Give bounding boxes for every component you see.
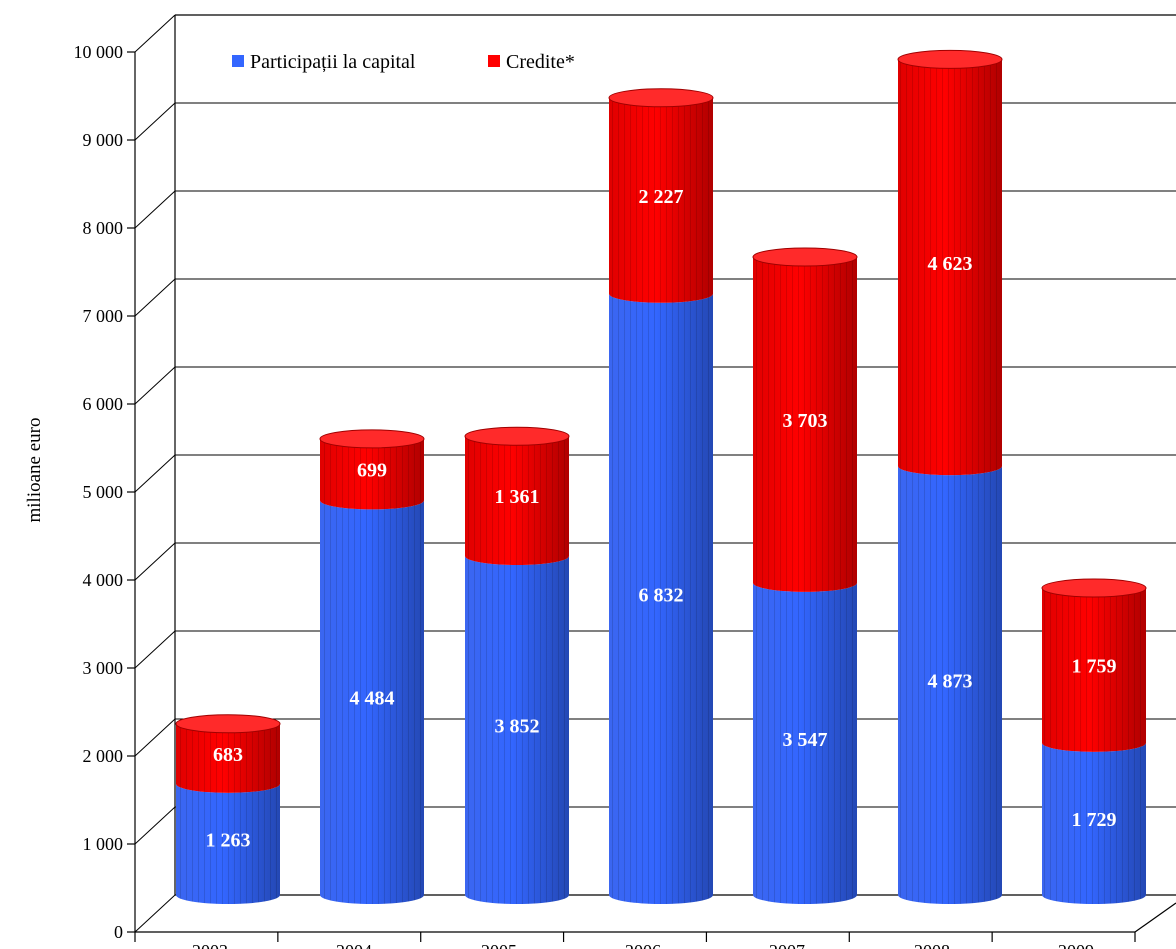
x-tick-label: 2005 <box>481 941 517 949</box>
data-label-participatii: 3 852 <box>495 716 540 738</box>
data-labels: 1 263 683 4 484 699 3 852 1 361 6 832 2 227 3 54… <box>206 186 1117 852</box>
y-tick-label: 7 000 <box>83 306 124 326</box>
x-tick-label: 2003 <box>192 941 228 949</box>
y-tick-label: 9 000 <box>83 130 124 150</box>
data-label-credite: 1 361 <box>495 486 540 508</box>
x-axis: 2003 2004 2005 2006 2007 2008 2009 <box>134 931 1136 949</box>
y-axis-label: milioane euro <box>24 418 45 523</box>
x-tick-label: 2006 <box>625 941 661 949</box>
y-tick-label: 2 000 <box>83 746 124 766</box>
cylinder-ribs <box>320 500 424 904</box>
cylinder-top <box>1041 578 1147 598</box>
y-tick-label: 0 <box>114 922 123 942</box>
legend-label-credite: Credite* <box>506 51 575 73</box>
bar-credite <box>464 426 570 566</box>
data-label-credite: 683 <box>213 744 243 766</box>
y-axis: 0 1 000 2 000 3 000 4 000 5 000 6 000 7 000 8 00… <box>74 42 136 942</box>
gridline-side <box>134 630 176 669</box>
data-label-credite: 4 623 <box>928 253 973 275</box>
y-tick-label: 4 000 <box>83 570 124 590</box>
data-label-participatii: 4 873 <box>928 671 973 693</box>
cylinder-ribs <box>320 438 424 510</box>
y-tick-label: 6 000 <box>83 394 124 414</box>
cylinder-ribs <box>465 556 569 904</box>
gridline-side <box>134 454 176 493</box>
bar-participatii <box>465 556 569 904</box>
y-tick-label: 8 000 <box>83 218 124 238</box>
bar-participatii <box>1042 742 1146 904</box>
data-label-credite: 3 703 <box>783 410 828 432</box>
cylinder-ribs <box>609 293 713 904</box>
gridline-side <box>134 718 176 757</box>
cylinder-top <box>897 49 1003 69</box>
cylinder-top <box>608 88 714 108</box>
bar-credite <box>752 247 858 592</box>
cylinder-ribs <box>753 582 857 904</box>
bar-participatii <box>753 582 857 904</box>
bar-credite <box>608 88 714 303</box>
gridline-side <box>134 366 176 405</box>
cylinder-ribs <box>609 97 713 303</box>
data-label-participatii: 3 547 <box>783 729 828 751</box>
x-tick-label: 2008 <box>914 941 950 949</box>
cylinder-ribs <box>176 783 280 904</box>
gridline-side <box>134 806 176 845</box>
gridline-side <box>134 542 176 581</box>
bar-participatii <box>898 466 1002 904</box>
y-tick-label: 3 000 <box>83 658 124 678</box>
bar-credite <box>319 429 425 510</box>
bar-participatii <box>609 293 713 904</box>
cylinder-top <box>319 429 425 449</box>
data-label-credite: 699 <box>357 460 387 482</box>
cylinder-ribs <box>753 257 857 592</box>
cylinder-ribs <box>898 466 1002 904</box>
bar-participatii <box>176 783 280 904</box>
cylinder-top <box>464 426 570 446</box>
gridline-side <box>134 102 176 141</box>
data-label-participatii: 1 263 <box>206 829 251 851</box>
gridline-side <box>134 278 176 317</box>
cylinder-ribs <box>898 59 1002 476</box>
cylinder-ribs <box>176 723 280 793</box>
floor-right-edge <box>1134 902 1176 933</box>
x-tick-label: 2004 <box>336 941 372 949</box>
data-label-participatii: 1 729 <box>1072 809 1117 831</box>
gridline-side <box>134 14 176 53</box>
legend-label-participatii: Participații la capital <box>250 51 416 73</box>
y-tick-label: 10 000 <box>74 42 124 62</box>
y-tick-label: 5 000 <box>83 482 124 502</box>
bar-participatii <box>320 500 424 904</box>
x-tick-label: 2007 <box>769 941 805 949</box>
legend: Participații la capital Credite* <box>232 51 575 73</box>
bar-credite <box>897 49 1003 476</box>
data-label-credite: 1 759 <box>1072 655 1117 677</box>
bars <box>175 49 1147 904</box>
cylinder-ribs <box>465 436 569 566</box>
x-tick-label: 2009 <box>1058 941 1094 949</box>
cylinder-ribs <box>1042 742 1146 904</box>
gridline-side <box>134 894 176 933</box>
bar-credite <box>175 714 281 793</box>
cylinder-top <box>752 247 858 267</box>
data-label-participatii: 4 484 <box>350 688 395 710</box>
cylinder-ribs <box>1042 588 1146 752</box>
data-label-participatii: 6 832 <box>639 584 684 606</box>
cylinder-top <box>175 714 281 734</box>
gridline-side <box>134 190 176 229</box>
data-label-credite: 2 227 <box>639 186 684 208</box>
legend-swatch-credite <box>488 55 500 67</box>
legend-swatch-participatii <box>232 55 244 67</box>
y-tick-label: 1 000 <box>83 834 124 854</box>
bar-credite <box>1041 578 1147 752</box>
